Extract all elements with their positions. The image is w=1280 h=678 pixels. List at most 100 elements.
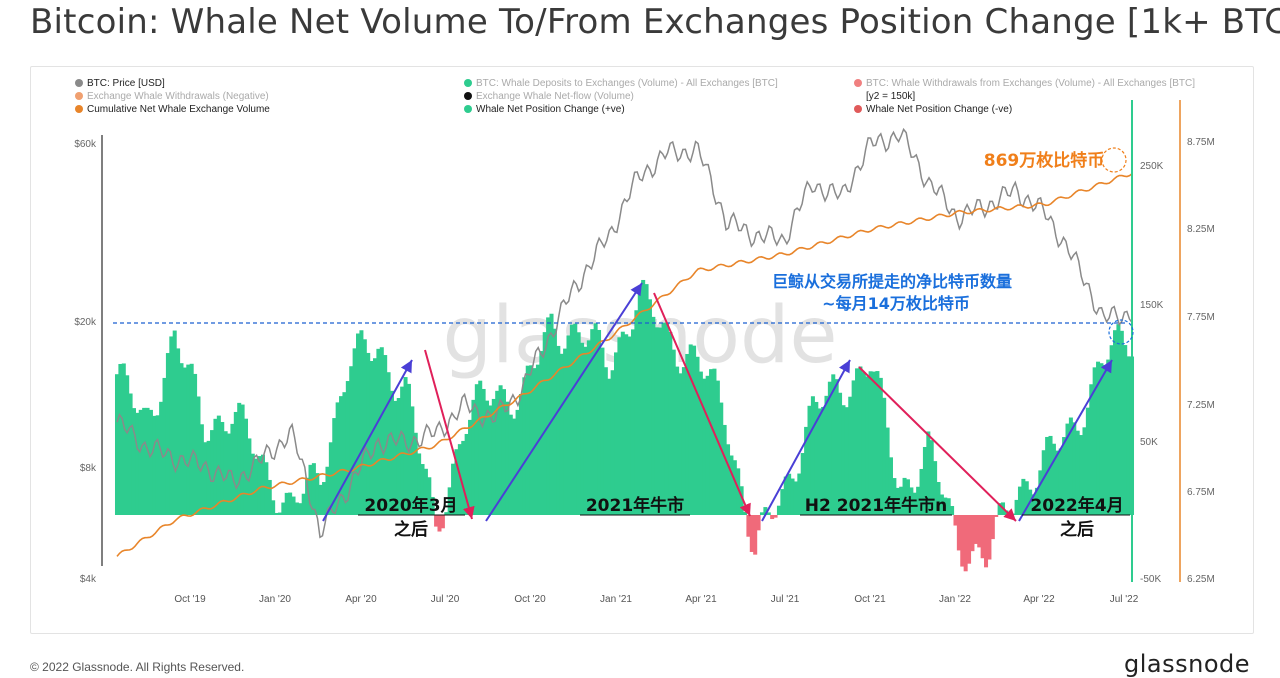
bar-positive: [264, 462, 269, 515]
bar-positive: [362, 339, 367, 515]
bar-positive: [501, 389, 506, 515]
bar-positive: [491, 398, 496, 515]
legend-item-positive[interactable]: Whale Net Position Change (+ve): [464, 104, 625, 115]
bar-positive: [729, 455, 734, 515]
bar-positive: [715, 380, 720, 515]
legend-item-y2-line[interactable]: [y2 = 150k]: [866, 91, 915, 102]
bar-positive: [339, 396, 344, 515]
bar-positive: [817, 408, 822, 515]
bar-positive: [169, 336, 174, 515]
bar-positive: [1119, 330, 1124, 515]
bar-negative: [770, 515, 775, 520]
bar-positive: [834, 379, 839, 515]
bar-positive: [478, 380, 483, 515]
legend-item-price[interactable]: BTC: Price [USD]: [75, 78, 165, 89]
bar-positive: [922, 446, 927, 515]
legend-item-negative[interactable]: Whale Net Position Change (-ve): [854, 104, 1012, 115]
bar-positive: [444, 512, 449, 515]
bar-positive: [885, 427, 890, 515]
bar-positive: [301, 493, 306, 515]
bar-positive: [926, 431, 931, 515]
bar-positive: [692, 345, 697, 515]
bar-positive: [118, 363, 123, 515]
bar-positive: [481, 388, 486, 515]
bar-positive: [1017, 486, 1022, 515]
bar-negative: [956, 515, 961, 551]
x-tick: Oct '21: [854, 594, 886, 605]
bar-positive: [505, 401, 510, 515]
legend-swatch: [464, 105, 472, 113]
bar-positive: [1051, 443, 1056, 515]
arrow-down: [858, 366, 1017, 522]
bar-positive: [196, 396, 201, 515]
bar-positive: [858, 366, 863, 515]
bar-positive: [203, 442, 208, 515]
bar-positive: [617, 337, 622, 515]
bar-positive: [114, 374, 120, 515]
bar-positive: [1068, 417, 1073, 515]
bar-positive: [1045, 436, 1050, 515]
legend-label: Whale Net Position Change (+ve): [476, 104, 625, 115]
bar-positive: [895, 487, 900, 515]
bar-positive: [142, 407, 147, 515]
legend-item-withdrawals-negative[interactable]: Exchange Whale Withdrawals (Negative): [75, 91, 269, 102]
bar-positive: [675, 366, 680, 515]
bar-negative: [756, 515, 761, 531]
legend-item-net-flow[interactable]: Exchange Whale Net-flow (Volume): [464, 91, 634, 102]
bar-positive: [902, 477, 907, 515]
bar-positive: [654, 327, 659, 515]
bar-positive: [1034, 487, 1039, 515]
legend-label: [y2 = 150k]: [866, 91, 916, 102]
bar-positive: [172, 330, 177, 515]
bar-positive: [128, 393, 133, 515]
bar-positive: [739, 486, 744, 515]
legend-item-whale-deposits[interactable]: BTC: Whale Deposits to Exchanges (Volume…: [464, 78, 778, 89]
bar-negative: [749, 515, 754, 552]
bar-negative: [977, 515, 982, 548]
bar-positive: [620, 331, 625, 515]
bar-positive: [121, 363, 126, 515]
bar-positive: [1065, 423, 1070, 515]
bar-positive: [793, 481, 798, 515]
annotation-h2-2021-bull: H2 2021年牛市n: [805, 495, 947, 516]
bar-positive: [1082, 427, 1087, 515]
cumulative-line: [116, 173, 1133, 557]
chart-legend: BTC: Price [USD] BTC: Whale Deposits to …: [31, 67, 1253, 127]
bar-positive: [726, 444, 731, 515]
legend-swatch: [464, 92, 472, 100]
bar-positive: [376, 348, 381, 515]
annotation-march-2020-after: 之后: [394, 519, 428, 540]
bar-positive: [848, 396, 853, 515]
bar-positive: [1021, 478, 1026, 515]
bar-positive: [349, 366, 354, 515]
legend-label: BTC: Price [USD]: [87, 78, 165, 89]
y-left-tick: $20k: [74, 317, 97, 328]
bar-negative: [984, 515, 989, 568]
price-line: [116, 127, 1133, 539]
bar-positive: [1092, 367, 1097, 515]
bar-positive: [600, 347, 605, 515]
bar-positive: [471, 399, 476, 515]
bar-positive: [705, 375, 710, 515]
bar-positive: [546, 317, 551, 515]
legend-item-cumulative[interactable]: Cumulative Net Whale Exchange Volume: [75, 104, 270, 115]
bar-positive: [213, 418, 218, 515]
bar-positive: [736, 468, 741, 515]
bar-positive: [1085, 407, 1090, 515]
bar-positive: [1048, 435, 1053, 515]
bar-positive: [162, 377, 167, 515]
bar-positive: [1079, 435, 1084, 515]
bar-positive: [807, 405, 812, 515]
bar-positive: [950, 506, 955, 515]
bar-positive: [250, 453, 255, 515]
y-left-tick: $8k: [80, 463, 97, 474]
bar-positive: [318, 484, 323, 515]
legend-swatch: [464, 79, 472, 87]
legend-item-whale-withdrawals[interactable]: BTC: Whale Withdrawals from Exchanges (V…: [854, 78, 1195, 89]
annotation-2021-bull: 2021年牛市: [586, 495, 684, 516]
bar-positive: [305, 477, 310, 515]
bar-positive: [719, 402, 724, 515]
bar-positive: [281, 502, 286, 515]
bar-positive: [165, 353, 170, 515]
